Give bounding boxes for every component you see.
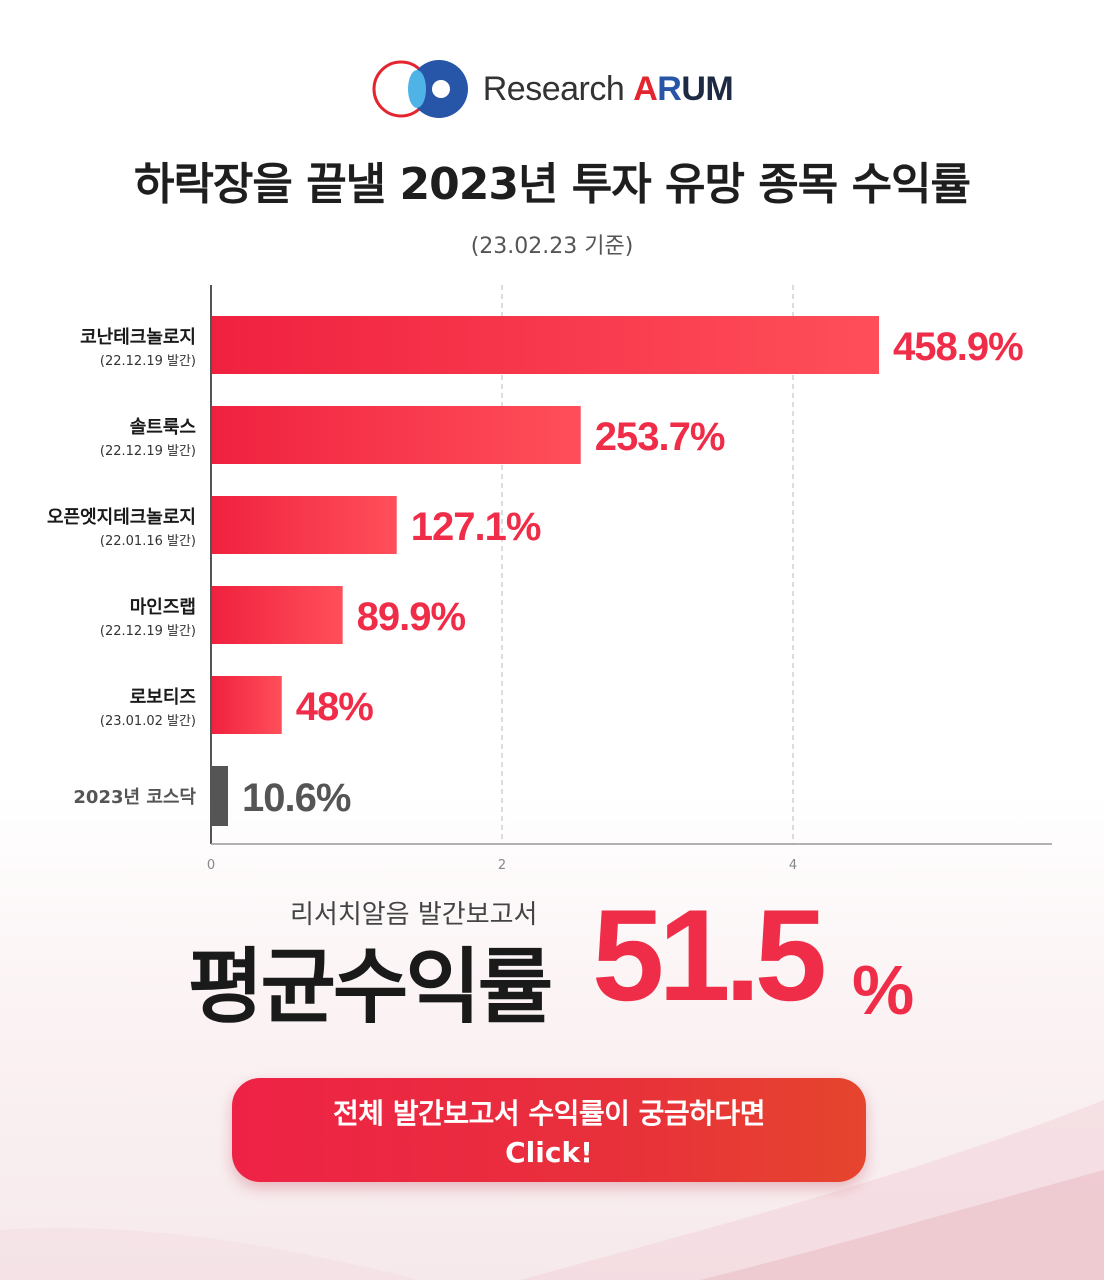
category-label: 2023년 코스닥 — [73, 787, 196, 808]
category-label: 코난테크놀로지 — [80, 327, 196, 348]
data-bar — [212, 316, 879, 374]
category-note: (22.12.19 발간) — [100, 624, 196, 639]
bar-value-label: 10.6% — [242, 776, 351, 820]
x-tick-label: 2 — [498, 858, 506, 873]
benchmark-bar — [212, 766, 228, 826]
category-note: (22.12.19 발간) — [100, 444, 196, 459]
brand-name: Research ARUM — [482, 69, 734, 108]
category-label: 마인즈랩 — [130, 597, 196, 618]
category-label: 솔트룩스 — [130, 417, 196, 438]
brand-logo: Research ARUM — [0, 58, 1104, 120]
bar-chart: 0 2 4 458.9% 코난테크놀로지 (22.12.19 발간) 253.7% 솔트룩스 (… — [47, 285, 1052, 873]
avg-unit: % — [852, 951, 915, 1029]
data-bar — [212, 496, 397, 554]
bar-value-label: 48% — [296, 685, 373, 729]
cta-line2: Click! — [505, 1135, 593, 1169]
data-bar — [212, 586, 343, 644]
x-tick-label: 4 — [789, 858, 797, 873]
category-note: (22.12.19 발간) — [100, 354, 196, 369]
category-note: (23.01.02 발간) — [100, 714, 196, 729]
avg-title: 평균수익률 — [188, 940, 553, 1035]
bar-value-label: 458.9% — [893, 325, 1023, 369]
x-tick-label: 0 — [207, 858, 215, 873]
category-label: 로보티즈 — [130, 687, 196, 708]
avg-label: 리서치알음 발간보고서 — [290, 900, 538, 930]
page-subtitle: (23.02.23 기준) — [470, 234, 634, 259]
cta-line1: 전체 발간보고서 수익률이 궁금하다면 — [333, 1096, 765, 1130]
logo-icon — [372, 60, 468, 118]
cta-button[interactable]: 전체 발간보고서 수익률이 궁금하다면 Click! — [232, 1078, 866, 1182]
bar-value-label: 253.7% — [595, 415, 725, 459]
bar-value-label: 127.1% — [411, 505, 541, 549]
bar-value-label: 89.9% — [357, 595, 466, 639]
page-title: 하락장을 끝낼 2023년 투자 유망 종목 수익률 — [133, 159, 971, 210]
category-note: (22.01.16 발간) — [100, 534, 196, 549]
avg-value: 51.5 — [592, 882, 827, 1028]
data-bar — [212, 676, 282, 734]
data-bar — [212, 406, 581, 464]
category-label: 오픈엣지테크놀로지 — [47, 507, 196, 528]
decorative-swoosh — [0, 1100, 1104, 1280]
